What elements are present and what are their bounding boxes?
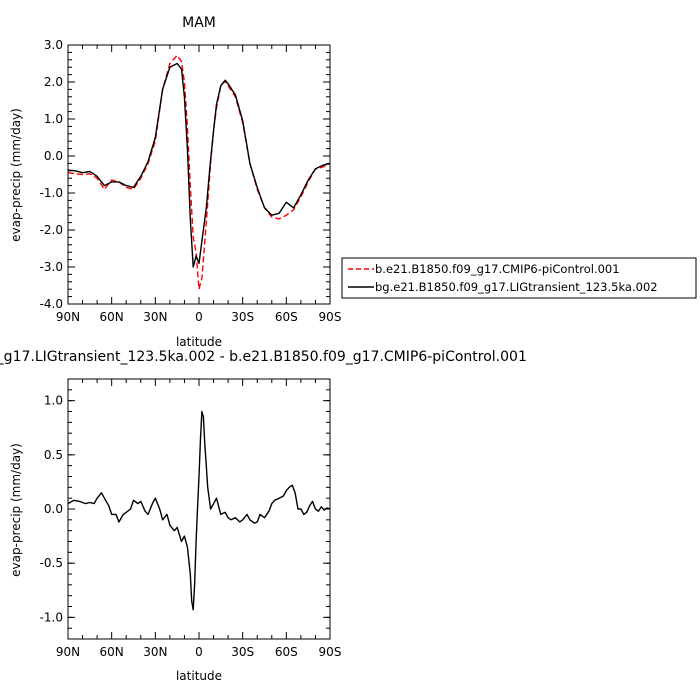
- y-tick-label: 0.0: [44, 502, 63, 516]
- y-axis-label: evap-precip (mm/day): [9, 108, 23, 242]
- x-tick-label: 90N: [56, 310, 80, 324]
- y-tick-label: 1.0: [44, 112, 63, 126]
- x-tick-label: 60N: [100, 310, 124, 324]
- y-axis-label: evap-precip (mm/day): [9, 443, 23, 577]
- y-tick-label: -0.5: [40, 556, 63, 570]
- tick-group: 90N 60N 30N 0 30S 60S 90S 1.0 0.5 0.0 -0.5 -1.0: [40, 378, 342, 659]
- y-tick-label: 3.0: [44, 38, 63, 52]
- series-line-0: [67, 54, 331, 290]
- x-axis-label: latitude: [176, 335, 222, 349]
- y-tick-label: -1.0: [40, 610, 63, 624]
- legend-label-picontrol: b.e21.B1850.f09_g17.CMIP6-piControl.001: [375, 262, 620, 276]
- series-line-0: [67, 410, 331, 611]
- chart-title: MAM: [182, 15, 216, 31]
- plot-frame: [67, 378, 331, 640]
- series-group: [67, 410, 331, 611]
- y-tick-label: -3.0: [40, 260, 63, 274]
- series-line-1: [67, 62, 331, 268]
- x-tick-label: 30S: [231, 645, 254, 659]
- y-tick-label: -1.0: [40, 186, 63, 200]
- series-group: [67, 54, 331, 290]
- x-tick-label: 30S: [231, 310, 254, 324]
- x-tick-label: 0: [195, 645, 203, 659]
- x-tick-label: 30N: [143, 645, 167, 659]
- legend-box: [341, 257, 697, 299]
- x-tick-label: 60N: [100, 645, 124, 659]
- x-tick-label: 90S: [319, 310, 342, 324]
- plot-frame: [67, 44, 331, 305]
- x-tick-label: 90N: [56, 645, 80, 659]
- tick-group: 90N 60N 30N 0 30S 60S 90S 3.0 2.0 1.0 0.0 -1.0 -2.0 -…: [40, 38, 342, 324]
- legend-label-ligtransient: bg.e21.B1850.f09_g17.LIGtransient_123.5k…: [375, 280, 658, 294]
- y-tick-label: 2.0: [44, 75, 63, 89]
- x-axis-label: latitude: [176, 669, 222, 683]
- y-tick-label: 1.0: [44, 394, 63, 408]
- top-chart: MAM evap-precip (mm/day) latitude 90N 60N…: [9, 15, 341, 349]
- x-tick-label: 90S: [319, 645, 342, 659]
- x-tick-label: 0: [195, 310, 203, 324]
- y-tick-label: 0.5: [44, 448, 63, 462]
- x-tick-label: 60S: [275, 645, 298, 659]
- difference-chart-title: bg.e21.B1850.f09_g17.LIGtransient_123.5k…: [0, 349, 527, 365]
- y-tick-label: -2.0: [40, 223, 63, 237]
- bottom-chart: bg.e21.B1850.f09_g17.LIGtransient_123.5k…: [0, 349, 527, 683]
- y-tick-label: -4.0: [40, 297, 63, 311]
- x-tick-label: 30N: [143, 310, 167, 324]
- legend: b.e21.B1850.f09_g17.CMIP6-piControl.001 …: [341, 257, 697, 299]
- y-tick-label: 0.0: [44, 149, 63, 163]
- x-tick-label: 60S: [275, 310, 298, 324]
